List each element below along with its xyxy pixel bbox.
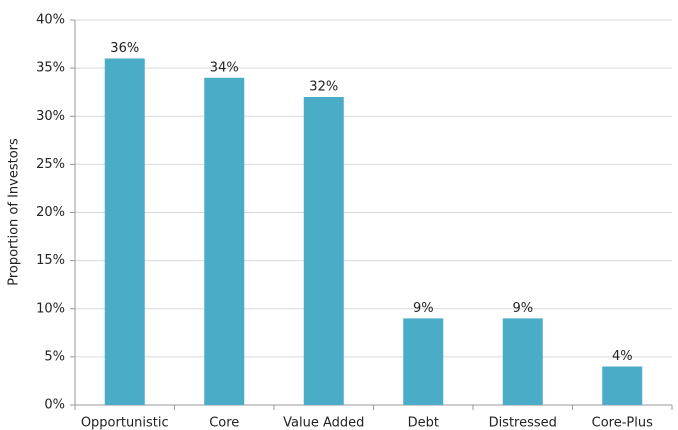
bar xyxy=(303,97,344,405)
data-label: 9% xyxy=(413,301,434,316)
y-tick-label: 35% xyxy=(36,61,65,76)
y-tick-label: 25% xyxy=(36,157,65,172)
x-tick-label: Value Added xyxy=(283,416,364,430)
x-tick-label: Core-Plus xyxy=(592,416,653,430)
bar xyxy=(502,318,543,405)
x-tick-label: Distressed xyxy=(489,416,557,430)
y-tick-label: 40% xyxy=(36,13,65,28)
y-tick-label: 10% xyxy=(36,301,65,316)
x-tick-label: Debt xyxy=(408,416,439,430)
y-tick-label: 5% xyxy=(44,349,65,364)
y-tick-label: 15% xyxy=(36,253,65,268)
x-tick-label: Core xyxy=(209,416,239,430)
data-label: 4% xyxy=(612,349,633,364)
y-tick-label: 0% xyxy=(44,398,65,413)
bar xyxy=(104,58,145,405)
y-tick-label: 20% xyxy=(36,205,65,220)
y-tick-label: 30% xyxy=(36,109,65,124)
data-label: 32% xyxy=(309,80,338,95)
data-label: 34% xyxy=(210,60,239,75)
data-label: 9% xyxy=(512,301,533,316)
x-tick-label: Opportunistic xyxy=(81,416,169,430)
bar xyxy=(403,318,444,405)
data-label: 36% xyxy=(110,41,139,56)
bar xyxy=(602,366,643,405)
y-axis-label: Proportion of Investors xyxy=(7,138,22,286)
bar xyxy=(204,77,245,405)
